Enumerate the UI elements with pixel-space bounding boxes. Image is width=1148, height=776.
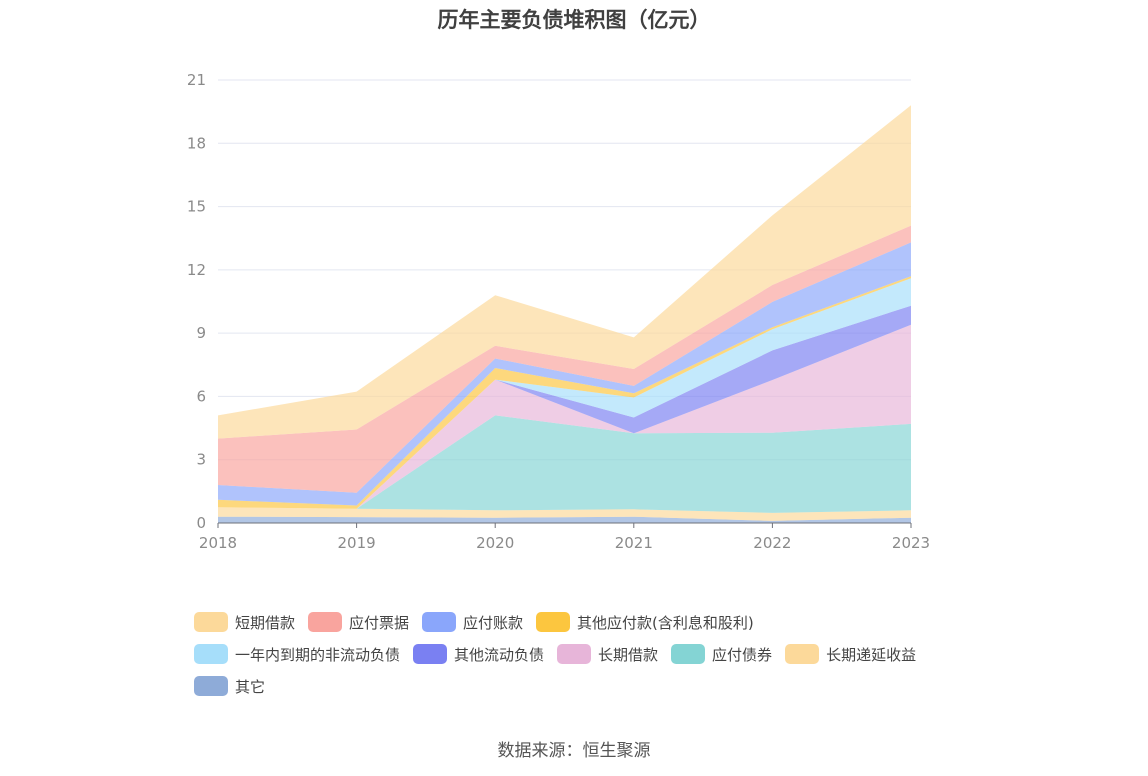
legend-swatch: [557, 644, 592, 664]
legend-item[interactable]: 其它: [194, 676, 265, 697]
y-tick-label: 0: [196, 514, 206, 532]
area-series: [218, 507, 911, 521]
area-series: [218, 516, 911, 523]
legend-label: 应付账款: [463, 613, 524, 632]
legend-item[interactable]: 应付账款: [422, 612, 523, 633]
legend-label: 应付票据: [349, 613, 410, 632]
legend-item[interactable]: 长期借款: [557, 644, 658, 665]
x-tick-label: 2019: [338, 534, 376, 552]
x-tick-label: 2022: [753, 534, 791, 552]
legend-label: 一年内到期的非流动负债: [235, 645, 401, 664]
legend-swatch: [422, 612, 457, 632]
area-series: [218, 324, 911, 509]
data-source-note: 数据来源：恒生聚源: [497, 741, 651, 761]
legend-item[interactable]: 长期递延收益: [785, 644, 916, 665]
area-series: [218, 225, 911, 493]
stacked-area-chart: 0 3 6 9 12 15 18 21 2018 2019 2020 2021 2022 2023: [187, 71, 930, 552]
legend-item[interactable]: 短期借款: [194, 612, 295, 633]
y-tick-label: 6: [196, 387, 206, 405]
area-series: [218, 415, 911, 513]
x-tick-label: 2023: [892, 534, 930, 552]
legend-label: 短期借款: [235, 613, 296, 632]
area-series: [218, 278, 911, 509]
x-tick-label: 2018: [199, 534, 237, 552]
legend-label: 应付债券: [712, 645, 773, 664]
y-tick-label: 15: [187, 198, 206, 216]
legend-swatch: [194, 644, 228, 664]
legend-item[interactable]: 一年内到期的非流动负债: [194, 644, 400, 665]
legend-swatch: [308, 612, 343, 632]
legend-label: 其它: [235, 677, 266, 696]
chart-legend: 短期借款 应付票据 应付账款 其他应付款(含利息和股利) 一年内到期的非流动负债 其他流动…: [194, 606, 974, 702]
legend-swatch: [785, 644, 820, 664]
legend-item[interactable]: 应付债券: [671, 644, 772, 665]
legend-label: 其他流动负债: [454, 645, 545, 664]
legend-row: 短期借款 应付票据 应付账款 其他应付款(含利息和股利): [194, 606, 974, 638]
y-tick-label: 18: [187, 134, 206, 152]
x-tick-label: 2021: [615, 534, 653, 552]
legend-row: 其它: [194, 670, 974, 702]
legend-label: 长期借款: [598, 645, 659, 664]
legend-row: 一年内到期的非流动负债 其他流动负债 长期借款 应付债券 长期递延收益: [194, 638, 974, 670]
y-tick-label: 9: [196, 324, 206, 342]
area-series: [218, 105, 911, 439]
legend-item[interactable]: 应付票据: [308, 612, 409, 633]
legend-swatch: [194, 676, 228, 696]
area-series: [218, 242, 911, 506]
legend-swatch: [194, 612, 228, 632]
x-tick-label: 2020: [476, 534, 514, 552]
y-tick-label: 12: [187, 261, 206, 279]
legend-swatch: [536, 612, 571, 632]
chart-title: 历年主要负债堆积图（亿元）: [437, 8, 711, 32]
legend-item[interactable]: 其他流动负债: [413, 644, 544, 665]
y-tick-label: 21: [187, 71, 206, 89]
legend-item[interactable]: 其他应付款(含利息和股利): [536, 612, 754, 633]
legend-label: 长期递延收益: [826, 645, 917, 664]
y-tick-label: 3: [196, 451, 206, 469]
legend-swatch: [671, 644, 706, 664]
legend-label: 其他应付款(含利息和股利): [577, 613, 754, 632]
legend-swatch: [413, 644, 448, 664]
